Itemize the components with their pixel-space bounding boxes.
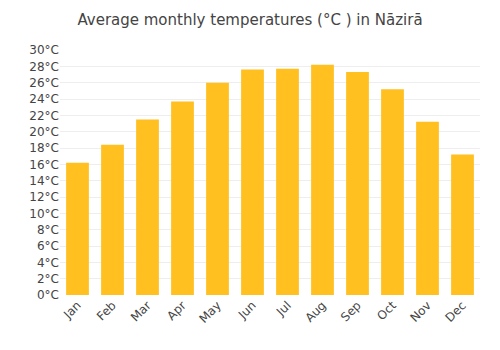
svg-text:2°C: 2°C: [37, 272, 59, 286]
svg-text:22°C: 22°C: [29, 109, 59, 123]
svg-text:Average monthly temperatures (: Average monthly temperatures (°C ) in Nā…: [77, 11, 422, 29]
svg-text:Feb: Feb: [94, 298, 119, 323]
svg-text:18°C: 18°C: [29, 141, 59, 155]
svg-text:16°C: 16°C: [29, 158, 59, 172]
svg-text:Sep: Sep: [338, 298, 364, 324]
svg-text:0°C: 0°C: [37, 288, 59, 302]
svg-text:Mar: Mar: [128, 298, 154, 324]
svg-text:28°C: 28°C: [29, 60, 59, 74]
svg-text:Jul: Jul: [273, 298, 294, 319]
svg-text:Jun: Jun: [235, 298, 259, 322]
svg-text:Apr: Apr: [164, 298, 189, 323]
svg-text:12°C: 12°C: [29, 190, 59, 204]
svg-text:Aug: Aug: [302, 298, 328, 324]
svg-text:Dec: Dec: [443, 298, 469, 324]
svg-text:May: May: [196, 298, 223, 325]
svg-text:10°C: 10°C: [29, 207, 59, 221]
svg-text:20°C: 20°C: [29, 125, 59, 139]
svg-text:Nov: Nov: [407, 298, 433, 324]
svg-text:30°C: 30°C: [29, 43, 59, 57]
svg-text:26°C: 26°C: [29, 76, 59, 90]
svg-text:24°C: 24°C: [29, 92, 59, 106]
svg-text:14°C: 14°C: [29, 174, 59, 188]
svg-text:Jan: Jan: [60, 298, 84, 322]
svg-text:Oct: Oct: [374, 298, 399, 323]
svg-text:6°C: 6°C: [37, 239, 59, 253]
svg-text:8°C: 8°C: [37, 223, 59, 237]
svg-text:4°C: 4°C: [37, 256, 59, 270]
